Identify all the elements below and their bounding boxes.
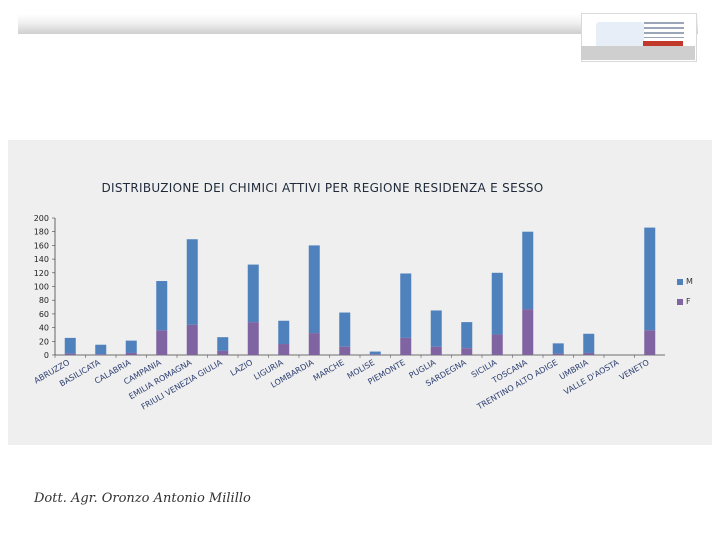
bar-m — [308, 245, 320, 334]
epap-logo-red-bar — [643, 41, 683, 47]
legend-swatch-f — [677, 298, 683, 305]
chart-panel — [8, 140, 712, 445]
bar-f — [125, 352, 137, 355]
bar-f — [156, 330, 168, 355]
bar-m — [186, 239, 198, 325]
y-tick-label: 0 — [44, 351, 49, 360]
legend-label-f: F — [686, 297, 691, 306]
legend-item-m: M — [677, 277, 693, 286]
bar-m — [278, 320, 290, 345]
y-tick-label: 200 — [34, 214, 49, 223]
bar-f — [400, 337, 412, 355]
bar-m — [64, 337, 76, 354]
epap-logo-strip — [581, 46, 695, 60]
bar-f — [308, 333, 320, 355]
author-name: Dott. Agr. Oronzo Antonio Milillo — [34, 491, 251, 506]
bar-m — [95, 344, 107, 355]
bar-f — [644, 330, 656, 355]
bar-m — [522, 231, 534, 310]
bar-f — [217, 350, 229, 355]
x-category-label: MARCHE — [312, 358, 346, 383]
bar-f — [491, 334, 503, 355]
bar-m — [552, 343, 564, 354]
epap-logo-mark — [596, 22, 644, 50]
bar-f — [430, 346, 442, 355]
x-category-label: LAZIO — [229, 358, 255, 378]
bar-f — [64, 353, 76, 355]
bar-m — [644, 227, 656, 331]
x-category-label: VALLE D'AOSTA — [562, 358, 620, 397]
bar-m — [430, 310, 442, 347]
bar-m — [369, 351, 381, 355]
y-tick-label: 20 — [39, 337, 49, 346]
bar-f — [522, 309, 534, 355]
bar-m — [125, 340, 137, 353]
y-tick-label: 180 — [34, 228, 49, 237]
bar-f — [552, 353, 564, 355]
y-tick-label: 100 — [34, 283, 49, 292]
bar-m — [491, 272, 503, 335]
y-tick-label: 60 — [39, 310, 49, 319]
bar-f — [186, 324, 198, 355]
legend-label-m: M — [686, 277, 693, 286]
bar-m — [217, 337, 229, 351]
bar-m — [247, 264, 259, 323]
chart-title: DISTRIBUZIONE DEI CHIMICI ATTIVI PER REG… — [101, 181, 544, 195]
legend-item-f: F — [677, 297, 691, 306]
y-tick-label: 140 — [34, 255, 49, 264]
y-tick-label: 120 — [34, 269, 49, 278]
y-tick-label: 80 — [39, 296, 49, 305]
bar-m — [156, 281, 168, 331]
legend-swatch-m — [677, 278, 683, 285]
header-shadow-bar — [18, 14, 698, 34]
bar-f — [247, 322, 259, 355]
bar-f — [461, 348, 473, 355]
y-tick-label: 160 — [34, 241, 49, 250]
bar-f — [339, 346, 351, 355]
epap-logo-text-lines — [644, 22, 684, 38]
bar-m — [583, 333, 595, 353]
bar-f — [583, 352, 595, 355]
x-category-label: VENETO — [618, 358, 651, 382]
bar-m — [461, 322, 473, 349]
y-tick-label: 40 — [39, 324, 49, 333]
bar-m — [400, 273, 412, 338]
bar-m — [339, 312, 351, 347]
bar-f — [95, 354, 107, 355]
bar-f — [369, 354, 381, 355]
bar-f — [278, 344, 290, 355]
